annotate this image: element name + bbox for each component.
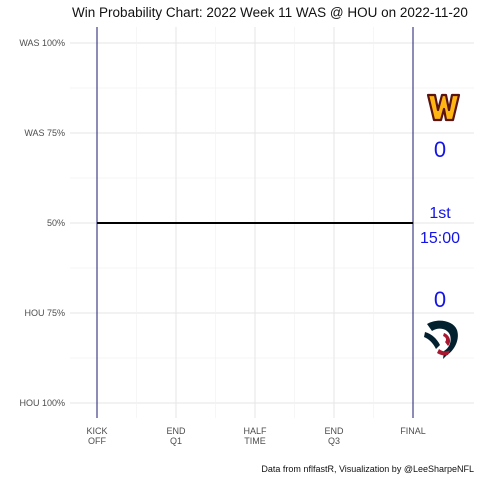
y-tick-label: 50% — [47, 218, 65, 228]
y-tick-label: HOU 100% — [19, 398, 65, 408]
game-quarter: 1st — [429, 205, 451, 222]
y-tick-label: WAS 100% — [19, 38, 65, 48]
away-score: 0 — [434, 137, 446, 162]
houston-texans-logo — [424, 320, 458, 359]
chart-title: Win Probability Chart: 2022 Week 11 WAS … — [72, 5, 468, 20]
x-tick-label: END Q3 — [324, 426, 344, 446]
game-clock: 15:00 — [420, 230, 460, 247]
washington-commanders-logo — [426, 93, 461, 122]
x-tick-label: KICK OFF — [86, 426, 107, 446]
home-score: 0 — [434, 287, 446, 312]
chart-caption: Data from nflfastR, Visualization by @Le… — [261, 464, 474, 474]
x-axis-labels: KICK OFF END Q1 HALF TIME END Q3 FINAL — [86, 426, 425, 446]
x-tick-label: HALF TIME — [243, 426, 267, 446]
y-axis-labels: WAS 100% WAS 75% 50% HOU 75% HOU 100% — [19, 38, 65, 408]
y-tick-label: WAS 75% — [24, 128, 65, 138]
x-tick-label: END Q1 — [166, 426, 186, 446]
x-tick-label: FINAL — [400, 426, 426, 436]
y-tick-label: HOU 75% — [24, 308, 65, 318]
